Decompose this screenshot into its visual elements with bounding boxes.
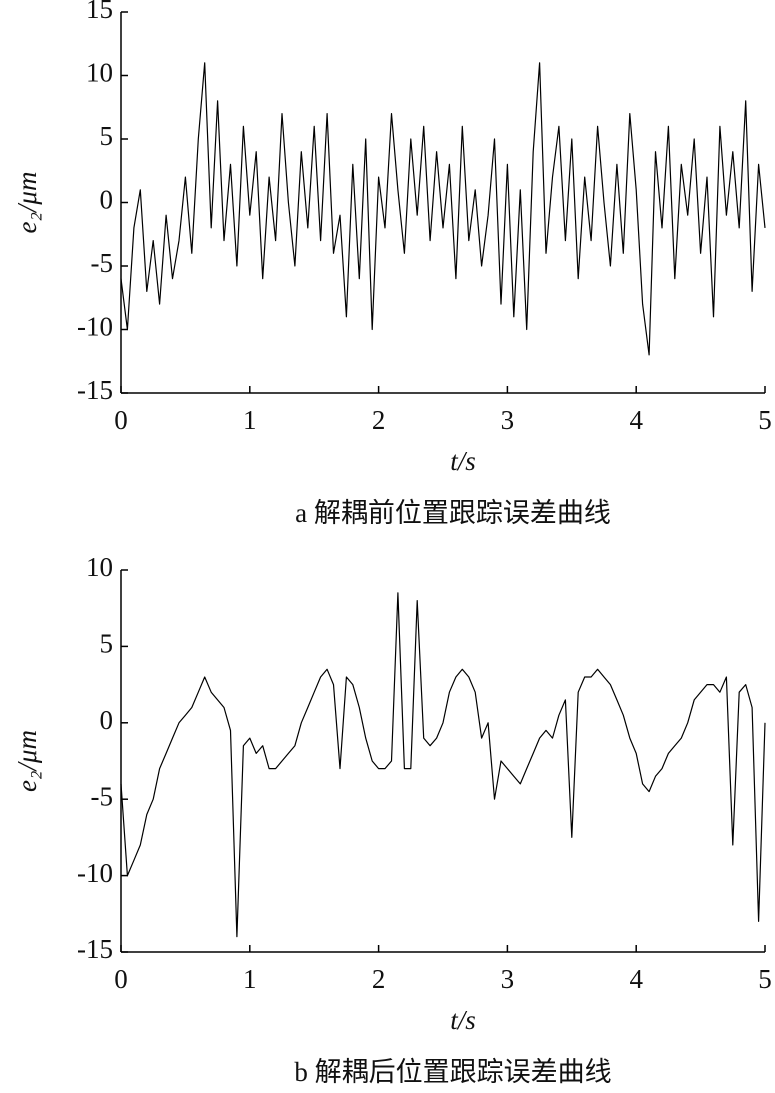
y-tick-label: -15 <box>77 934 113 964</box>
x-tick-label: 3 <box>501 964 515 994</box>
x-axis-label: t/s <box>450 446 476 476</box>
y-tick-label: -10 <box>77 312 113 342</box>
y-tick-label: 5 <box>100 629 114 659</box>
data-line <box>120 592 766 938</box>
x-tick-label: 2 <box>372 964 386 994</box>
x-tick-label: 2 <box>372 405 386 435</box>
x-tick-label: 0 <box>114 964 128 994</box>
y-tick-label: -15 <box>77 375 113 405</box>
y-tick-label: 0 <box>100 705 114 735</box>
y-axis-label: e₂/μm <box>12 172 42 234</box>
y-tick-label: 5 <box>100 121 114 151</box>
caption: a 解耦前位置跟踪误差曲线 <box>295 498 611 528</box>
x-tick-label: 5 <box>758 964 772 994</box>
y-tick-label: -5 <box>91 781 114 811</box>
x-tick-label: 1 <box>243 964 257 994</box>
caption: b 解耦后位置跟踪误差曲线 <box>294 1057 611 1087</box>
y-axis-label: e₂/μm <box>12 730 42 792</box>
data-line <box>120 62 766 356</box>
y-tick-label: -10 <box>77 858 113 888</box>
x-tick-label: 3 <box>501 405 515 435</box>
y-tick-label: 15 <box>86 0 113 24</box>
y-tick-label: 10 <box>86 552 113 582</box>
x-tick-label: 0 <box>114 405 128 435</box>
x-tick-label: 5 <box>758 405 772 435</box>
x-axis-label: t/s <box>450 1005 476 1035</box>
y-tick-label: -5 <box>91 248 114 278</box>
y-tick-label: 0 <box>100 185 114 215</box>
x-tick-label: 4 <box>629 405 643 435</box>
x-tick-label: 1 <box>243 405 257 435</box>
x-tick-label: 4 <box>629 964 643 994</box>
y-tick-label: 10 <box>86 58 113 88</box>
